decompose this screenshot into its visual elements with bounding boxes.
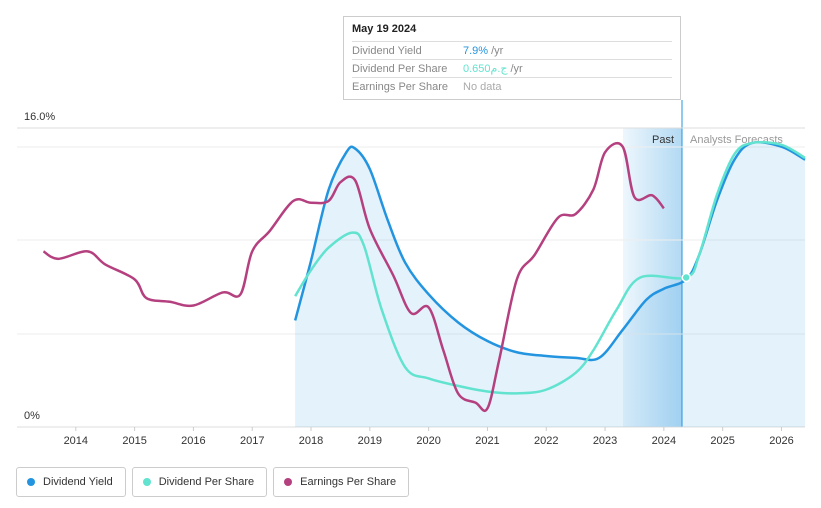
tooltip-value: 0.650ج.م — [463, 63, 508, 75]
x-tick-label: 2020 — [416, 435, 440, 447]
tooltip-label: Dividend Yield — [352, 44, 422, 57]
tooltip-label: Dividend Per Share — [352, 62, 448, 75]
tooltip-value: No data — [463, 80, 502, 93]
x-tick-label: 2025 — [710, 435, 734, 447]
y-tick-label: 0% — [24, 410, 40, 422]
x-tick-label: 2016 — [181, 435, 205, 447]
tooltip: May 19 2024 Dividend Yield 7.9%/yr Dividen… — [343, 16, 681, 100]
series-line — [42, 142, 665, 413]
cursor-dot — [681, 272, 691, 283]
legend-dot — [142, 478, 151, 486]
legend-item[interactable]: Dividend Yield — [16, 467, 126, 497]
y-tick-label: 16.0% — [24, 111, 55, 123]
chart: Past Analysts Forecasts 0%16.0%2014 2015 2… — [17, 100, 806, 447]
tooltip-unit: /yr — [491, 44, 504, 57]
x-tick-label: 2018 — [299, 435, 323, 447]
yield-area — [295, 142, 805, 427]
legend-item[interactable]: Dividend Per Share — [131, 467, 268, 497]
x-tick-label: 2017 — [240, 435, 264, 447]
tooltip-value: 7.9% — [463, 44, 489, 57]
tooltip-label: Earnings Per Share — [352, 80, 448, 93]
legend-label: Dividend Yield — [43, 476, 113, 488]
legend-dot — [284, 478, 293, 486]
x-tick-label: 2023 — [593, 435, 617, 447]
x-tick-label: 2019 — [358, 435, 382, 447]
tooltip-row: Dividend Yield 7.9%/yr — [352, 41, 672, 59]
series-line — [294, 140, 806, 395]
legend-dot — [27, 478, 35, 486]
series-line — [293, 140, 806, 362]
legend-label: Earnings Per Share — [300, 476, 397, 488]
tooltip-unit: /yr — [510, 62, 523, 75]
x-tick-label: 2014 — [64, 435, 88, 447]
past-label: Past — [652, 134, 674, 146]
x-tick-label: 2026 — [769, 435, 793, 447]
legend-label: Dividend Per Share — [158, 476, 255, 488]
x-tick-label: 2021 — [475, 435, 499, 447]
x-tick-label: 2022 — [534, 435, 558, 447]
legend-item[interactable]: Earnings Per Share — [273, 467, 410, 497]
legend: Dividend Yield Dividend Per Share Earnings… — [16, 467, 410, 497]
tooltip-row: Dividend Per Share 0.650ج.م/yr — [352, 59, 672, 77]
tooltip-date: May 19 2024 — [352, 23, 417, 35]
x-tick-label: 2015 — [122, 435, 146, 447]
x-tick-label: 2024 — [652, 435, 676, 447]
tooltip-row: Earnings Per Share No data — [352, 77, 672, 95]
